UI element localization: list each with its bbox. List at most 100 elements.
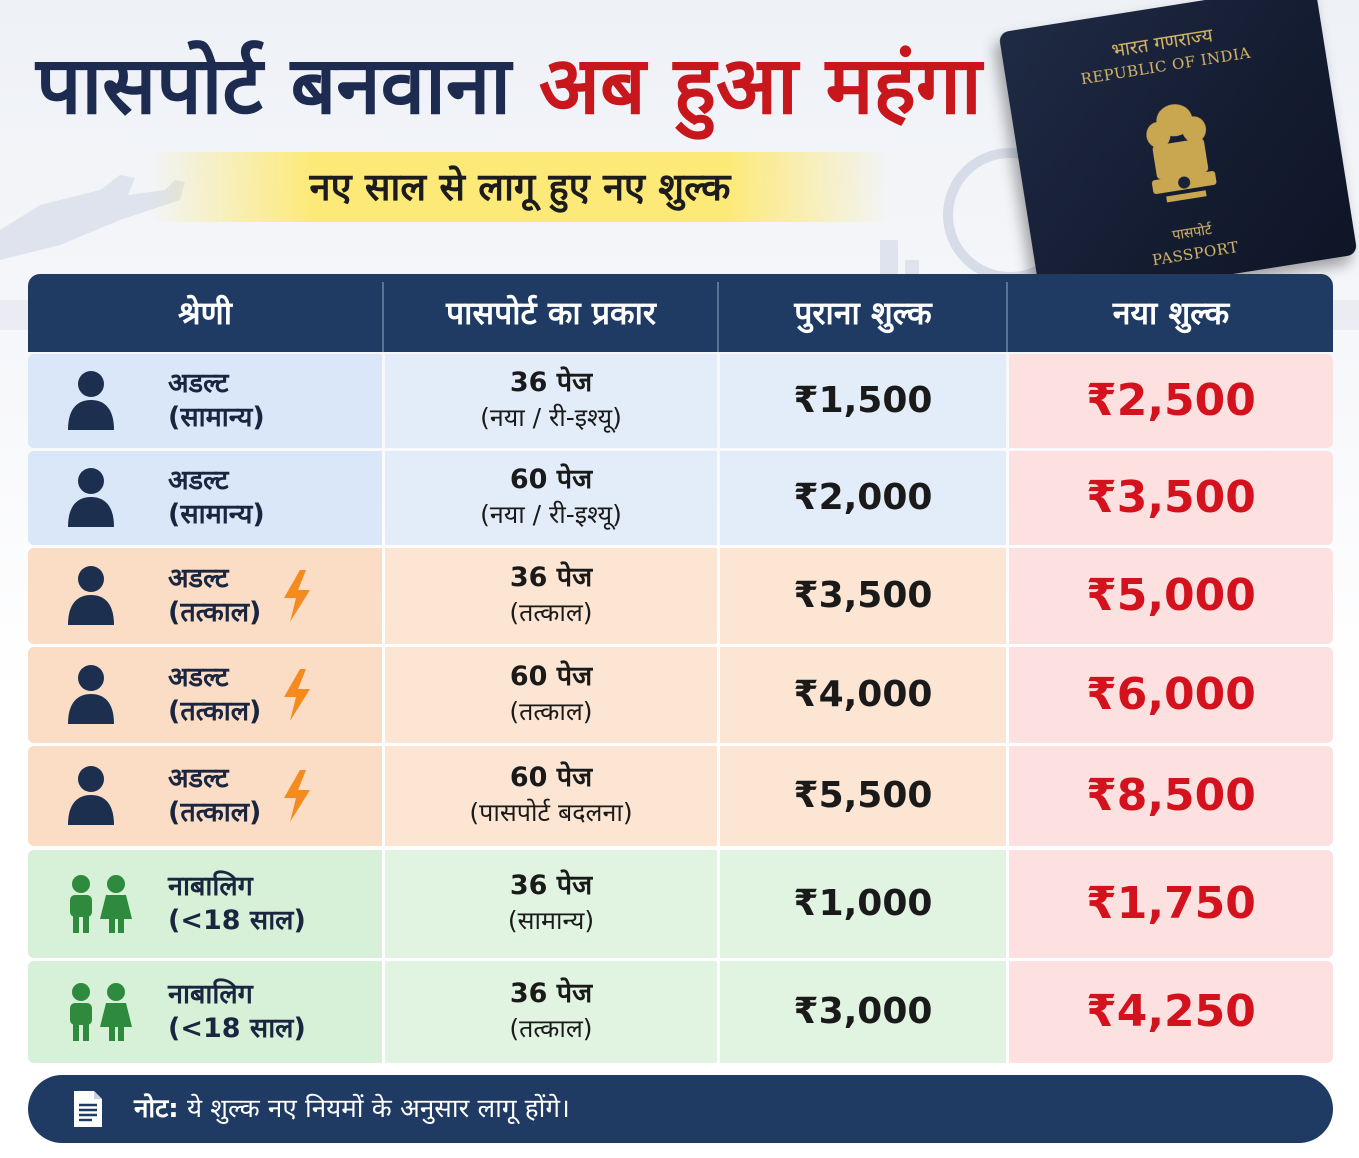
new-fee: ₹3,500	[1086, 472, 1256, 523]
new-fee-cell: ₹5,000	[1009, 548, 1333, 644]
category-subtype: (तत्काल)	[168, 597, 262, 628]
old-fee-cell: ₹5,500	[720, 746, 1006, 846]
old-fee: ₹3,000	[793, 991, 933, 1032]
table-row: अडल्ट (तत्काल) 60 पेज (तत्काल) ₹4,000 ₹6,000	[28, 647, 1333, 743]
category-subtype: (<18 साल)	[168, 1013, 306, 1044]
page-title: पासपोर्ट बनवाना अब हुआ महंगा	[36, 36, 1016, 136]
page-count: 36 पेज	[509, 870, 593, 901]
category-label: अडल्ट (तत्काल)	[168, 762, 261, 830]
passport-type: 36 पेज (तत्काल)	[385, 976, 717, 1046]
document-icon	[74, 1091, 102, 1127]
passport-type-cell: 60 पेज (नया / री-इश्यू)	[385, 451, 717, 545]
category-subtype: (सामान्य)	[168, 402, 265, 433]
subtitle: नए साल से लागू हुए नए शुल्क	[309, 165, 731, 209]
old-fee: ₹1,000	[793, 883, 933, 924]
old-fee-cell: ₹3,500	[720, 548, 1006, 644]
kids-icon	[64, 873, 134, 935]
table-row: अडल्ट (तत्काल) 36 पेज (तत्काल) ₹3,500 ₹5,000	[28, 548, 1333, 644]
title-part-2: अब हुआ महंगा	[538, 39, 982, 132]
passport-type: 60 पेज (पासपोर्ट बदलना)	[385, 760, 717, 830]
page-count: 60 पेज	[509, 762, 593, 793]
table-header: श्रेणी पासपोर्ट का प्रकार पुराना शुल्क न…	[28, 274, 1333, 352]
passport-cover-image: भारत गणराज्य REPUBLIC OF INDIA पासपोर्ट …	[998, 0, 1358, 305]
new-fee: ₹5,000	[1086, 570, 1256, 621]
category-label: अडल्ट (तत्काल)	[168, 562, 261, 630]
category-name: अडल्ट	[168, 763, 229, 794]
type-detail: (सामान्य)	[507, 906, 595, 935]
category-name: नाबालिग	[168, 871, 253, 902]
category-name: अडल्ट	[168, 563, 229, 594]
page-count: 60 पेज	[509, 661, 593, 692]
category-cell: अडल्ट (सामान्य)	[28, 451, 382, 545]
old-fee-cell: ₹1,000	[720, 850, 1006, 958]
passport-type-cell: 36 पेज (तत्काल)	[385, 548, 717, 644]
passport-type: 60 पेज (तत्काल)	[385, 659, 717, 729]
category-cell: अडल्ट (तत्काल)	[28, 647, 382, 743]
category-label: अडल्ट (सामान्य)	[168, 367, 265, 435]
page-count: 36 पेज	[509, 562, 593, 593]
note-banner: नोट: ये शुल्क नए नियमों के अनुसार लागू ह…	[28, 1075, 1333, 1143]
new-fee-cell: ₹1,750	[1009, 850, 1333, 958]
category-name: अडल्ट	[168, 662, 229, 693]
passport-type-cell: 60 पेज (तत्काल)	[385, 647, 717, 743]
category-subtype: (तत्काल)	[168, 696, 262, 727]
category-name: अडल्ट	[168, 465, 229, 496]
lightning-bolt-icon	[280, 570, 314, 622]
category-subtype: (तत्काल)	[168, 797, 262, 828]
page-count: 36 पेज	[509, 367, 593, 398]
passport-type-cell: 36 पेज (सामान्य)	[385, 850, 717, 958]
type-detail: (तत्काल)	[509, 598, 593, 627]
category-label: नाबालिग (<18 साल)	[168, 870, 306, 938]
header-new-fee: नया शुल्क	[1112, 294, 1230, 332]
header-divider	[1006, 282, 1008, 352]
passport-type: 36 पेज (सामान्य)	[385, 868, 717, 938]
header-category: श्रेणी	[177, 294, 233, 332]
type-detail: (पासपोर्ट बदलना)	[469, 798, 633, 827]
note-message: ये शुल्क नए नियमों के अनुसार लागू होंगे।	[186, 1094, 570, 1124]
header-passport-type: पासपोर्ट का प्रकार	[446, 294, 656, 332]
passport-type-cell: 36 पेज (तत्काल)	[385, 961, 717, 1063]
table-row: अडल्ट (सामान्य) 36 पेज (नया / री-इश्यू) ₹1,5…	[28, 354, 1333, 448]
kids-icon	[64, 981, 134, 1043]
new-fee: ₹6,000	[1086, 669, 1256, 720]
new-fee-cell: ₹3,500	[1009, 451, 1333, 545]
passport-type-cell: 60 पेज (पासपोर्ट बदलना)	[385, 746, 717, 846]
new-fee: ₹4,250	[1086, 986, 1256, 1037]
type-detail: (तत्काल)	[509, 1014, 593, 1043]
category-label: अडल्ट (तत्काल)	[168, 661, 261, 729]
new-fee: ₹2,500	[1086, 375, 1256, 426]
category-name: नाबालिग	[168, 979, 253, 1010]
table-row: अडल्ट (तत्काल) 60 पेज (पासपोर्ट बदलना) ₹5,50…	[28, 746, 1333, 846]
new-fee-cell: ₹8,500	[1009, 746, 1333, 846]
category-cell: अडल्ट (तत्काल)	[28, 746, 382, 846]
category-label: नाबालिग (<18 साल)	[168, 978, 306, 1046]
category-subtype: (<18 साल)	[168, 905, 306, 936]
person-icon	[66, 370, 116, 432]
page-count: 36 पेज	[509, 978, 593, 1009]
category-name: अडल्ट	[168, 368, 229, 399]
old-fee: ₹3,500	[793, 575, 933, 616]
lightning-bolt-icon	[280, 770, 314, 822]
new-fee: ₹1,750	[1086, 878, 1256, 929]
type-detail: (नया / री-इश्यू)	[480, 403, 622, 432]
type-detail: (तत्काल)	[509, 697, 593, 726]
title-part-1: पासपोर्ट बनवाना	[36, 39, 511, 132]
person-icon	[66, 765, 116, 827]
header-old-fee: पुराना शुल्क	[794, 294, 932, 332]
header-divider	[382, 282, 384, 352]
passport-type: 36 पेज (तत्काल)	[385, 560, 717, 630]
header-divider	[717, 282, 719, 352]
lightning-bolt-icon	[280, 669, 314, 721]
old-fee: ₹1,500	[793, 380, 933, 421]
old-fee-cell: ₹2,000	[720, 451, 1006, 545]
category-cell: अडल्ट (तत्काल)	[28, 548, 382, 644]
national-emblem-icon	[1146, 104, 1217, 203]
person-icon	[66, 467, 116, 529]
category-cell: नाबालिग (<18 साल)	[28, 850, 382, 958]
passport-type: 36 पेज (नया / री-इश्यू)	[385, 365, 717, 435]
table-row: नाबालिग (<18 साल) 36 पेज (सामान्य) ₹1,000 ₹1,…	[28, 850, 1333, 958]
new-fee-cell: ₹6,000	[1009, 647, 1333, 743]
category-cell: नाबालिग (<18 साल)	[28, 961, 382, 1063]
table-row: अडल्ट (सामान्य) 60 पेज (नया / री-इश्यू) ₹2,0…	[28, 451, 1333, 545]
person-icon	[66, 664, 116, 726]
